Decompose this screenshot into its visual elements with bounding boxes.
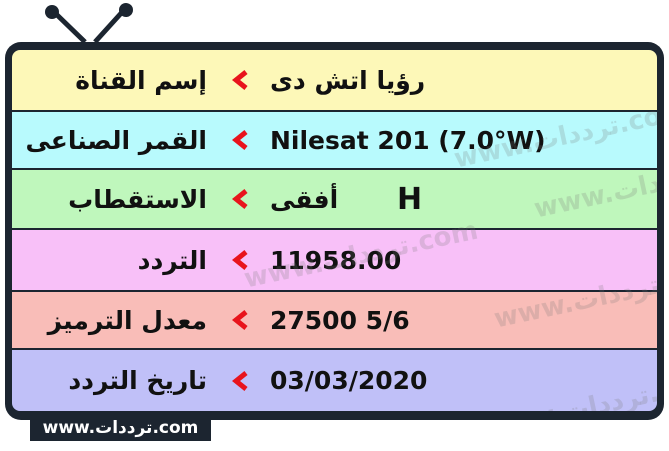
chevron-left-icon [231,250,248,270]
row-value: رؤيا اتش دى [270,65,426,95]
row-symbol-rate: معدل الترميز 27500 5/6 [12,292,657,348]
row-label: معدل الترميز [47,305,207,335]
row-value: أفقى [270,184,339,214]
row-label: التردد [137,245,207,275]
row-label: الاستقطاب [68,184,207,214]
row-label: تاريخ التردد [68,366,207,395]
chevron-left-icon [231,189,248,209]
row-channel-name: إسم القناة رؤيا اتش دى [12,50,657,110]
chevron-left-icon [231,310,248,330]
chevron-left-icon [231,130,248,150]
row-value: Nilesat 201 (7.0°W) [270,125,546,155]
row-satellite: القمر الصناعى Nilesat 201 (7.0°W) [12,112,657,168]
row-polarization: الاستقطاب أفقى H [12,170,657,228]
polarization-code: H [397,182,423,217]
row-label: القمر الصناعى [25,125,207,155]
chevron-left-icon [231,70,248,90]
row-frequency: التردد 11958.00 [12,230,657,290]
tv-antenna-icon [45,3,133,44]
chevron-left-icon [231,370,248,391]
row-frequency-date: تاريخ التردد 03/03/2020 [12,350,657,411]
row-value: 03/03/2020 [270,366,428,395]
site-footer-label: www.ترددات.com [30,414,211,441]
row-value: 27500 5/6 [270,305,410,335]
info-table: إسم القناة رؤيا اتش دى القمر الصناعى Nile… [12,50,657,411]
row-label: إسم القناة [75,65,207,95]
row-value: 11958.00 [270,245,402,275]
